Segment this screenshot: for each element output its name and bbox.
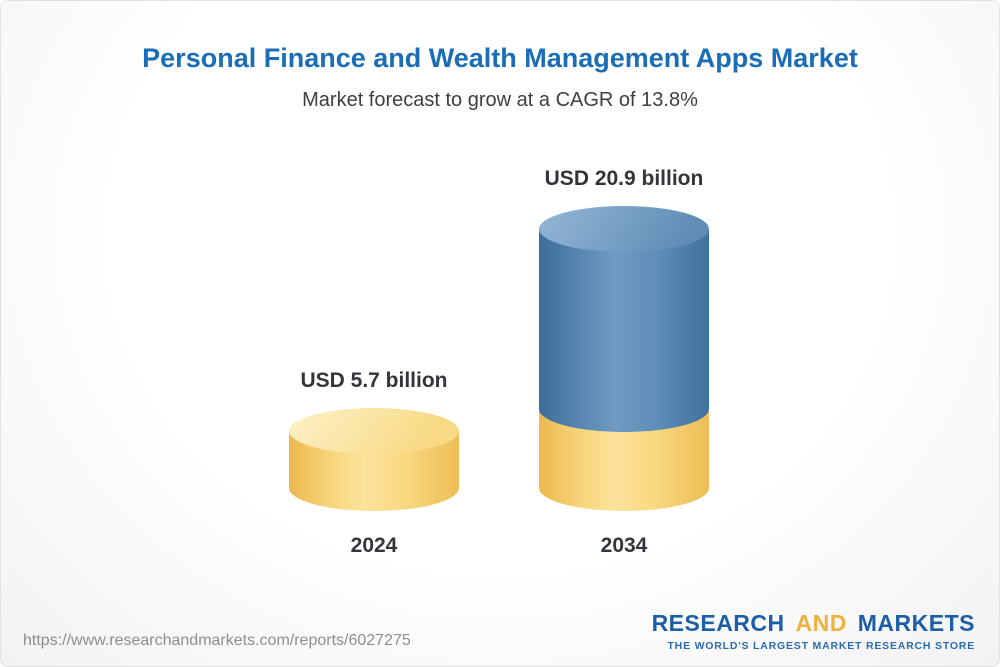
chart-title: Personal Finance and Wealth Management A…: [142, 43, 858, 73]
value-label-2034: USD 20.9 billion: [544, 167, 704, 190]
x-label-2024: 2024: [350, 534, 398, 557]
bar-2024: [289, 408, 459, 511]
chart-subtitle: Market forecast to grow at a CAGR of 13.…: [302, 89, 698, 111]
bar-2034-growth-segment: [539, 229, 709, 432]
x-label-2034: 2034: [600, 534, 648, 557]
bar-2034-top-ellipse: [539, 206, 709, 252]
source-url: https://www.researchandmarkets.com/repor…: [23, 632, 411, 649]
logo-markets: MARKETS: [857, 610, 975, 636]
logo-research: RESEARCH: [651, 610, 785, 636]
logo-and: AND: [795, 610, 847, 636]
logo-tagline: THE WORLD'S LARGEST MARKET RESEARCH STOR…: [667, 640, 975, 652]
logo-wordmark: RESEARCH AND MARKETS: [652, 610, 975, 637]
value-label-2024: USD 5.7 billion: [300, 369, 448, 392]
bar-2034: [539, 206, 709, 511]
brand-logo: RESEARCH AND MARKETS THE WORLD'S LARGEST…: [652, 610, 975, 652]
bar-2024-top-ellipse: [289, 408, 459, 454]
